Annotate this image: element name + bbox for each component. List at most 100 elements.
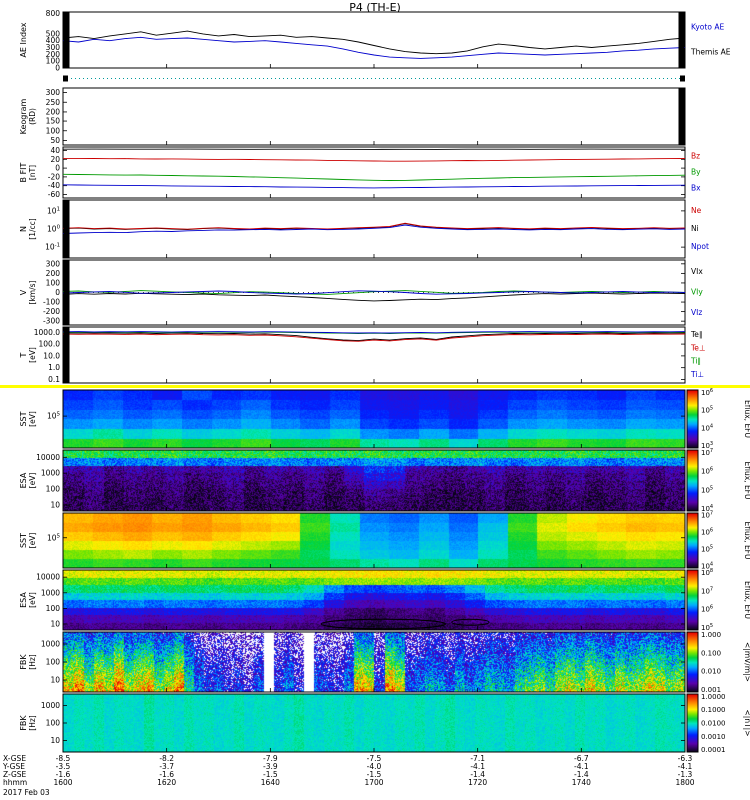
cb-title: <|mV/m|> (743, 642, 750, 682)
potential-contour (320, 618, 447, 630)
cb-tick-label: 0.0001 (701, 746, 726, 754)
ylabel-vel: V (19, 289, 28, 295)
y-tick-label: 105 (47, 533, 60, 542)
cb-tick-label: 0.0010 (701, 733, 726, 741)
y-tick-label: 100 (46, 719, 61, 728)
axis-value: -4.0 (367, 762, 382, 771)
y-tick-label: 10000 (36, 453, 60, 462)
axis-value: -6.7 (574, 754, 589, 763)
y-tick-label: -300 (43, 317, 60, 326)
axis-value: -1.5 (367, 770, 382, 779)
separator-line (0, 385, 750, 388)
panel-frame-esa_e (62, 569, 686, 631)
y-tick-label: 100 (47, 225, 61, 234)
y-tick-label: 10 (50, 500, 60, 509)
legend-vel-1: VIy (691, 288, 703, 297)
colorbar-frame (686, 512, 699, 569)
gap-bar (63, 327, 70, 383)
gap-bar (63, 12, 70, 68)
y-tick-label: 10 (50, 736, 60, 745)
cb-tick-label: 108 (701, 568, 713, 577)
date-label: 2017 Feb 03 (3, 788, 50, 797)
y-tick-label: 200 (46, 50, 61, 59)
y-tick-label: 800 (46, 9, 61, 18)
axis-value: -1.3 (678, 770, 693, 779)
y-tick-label: 300 (46, 43, 61, 52)
ylabel-sst_i: SST (19, 411, 28, 426)
cb-tick-label: 105 (701, 406, 713, 415)
cb-title: Eflux, EFU (743, 400, 750, 438)
cb-tick-label: 1.0000 (701, 693, 726, 701)
series-Bz (62, 157, 686, 162)
y-tick-label: 10-1 (45, 243, 60, 252)
yunit-sst_i: [eV] (28, 411, 37, 427)
axis-value: -8.5 (56, 754, 71, 763)
legend-ae-1: Themis AE (690, 48, 731, 57)
cb-tick-label: 104 (701, 561, 713, 570)
cb-tick-label: 106 (701, 467, 713, 476)
legend-ae-0: Kyoto AE (691, 22, 724, 31)
y-tick-label: 1000 (41, 469, 60, 478)
cb-tick-label: 0.010 (701, 668, 721, 676)
y-tick-label: 1000 (41, 701, 60, 710)
heatmap-fbk_e (63, 632, 685, 692)
series-Te∥ (62, 332, 686, 342)
y-tick-label: 1000.0 (34, 328, 60, 337)
colorbar-frame (686, 631, 699, 693)
cb-tick-label: 107 (701, 511, 713, 520)
cb-tick-label: 105 (701, 623, 713, 632)
heatmap-sst_i (63, 390, 685, 448)
cb-tick-label: 103 (701, 441, 713, 450)
y-tick-label: -60 (48, 190, 60, 199)
ylabel-fbk_e: FBK (19, 654, 28, 670)
legend-den-1: Ni (691, 224, 699, 233)
y-tick-label: 200 (46, 269, 61, 278)
y-tick-label: 100 (46, 485, 61, 494)
axis-value: -7.9 (263, 754, 278, 763)
ylabel-ae: AE Index (19, 22, 28, 57)
colorbar-frame (686, 569, 699, 631)
colorbar-frame (686, 389, 699, 449)
y-tick-label: 100 (46, 278, 61, 287)
axis-value: 1600 (53, 778, 72, 787)
panel-frame-fbk_e (62, 631, 686, 693)
yunit-vel: [km/s] (28, 280, 37, 304)
colorbar-fbk_b (687, 694, 698, 752)
ylabel-temp: T (19, 352, 28, 358)
panel-frame-keo (62, 87, 686, 146)
axis-value: -7.1 (470, 754, 485, 763)
y-tick-label: -100 (43, 298, 60, 307)
legend-vel-2: VIz (691, 308, 702, 317)
y-tick-label: 100 (46, 57, 61, 66)
series-VIz (62, 290, 686, 295)
axis-value: 1620 (157, 778, 176, 787)
panel-frame-sst_i (62, 389, 686, 449)
ylabel-sst_e: SST (19, 533, 28, 548)
y-tick-label: -200 (43, 307, 60, 316)
y-tick-label: 105 (47, 412, 60, 421)
y-tick-label: 20 (50, 155, 60, 164)
gap-bar (680, 75, 685, 82)
colorbar-fbk_e (687, 632, 698, 692)
ylabel-bfit: B FIT (19, 162, 28, 182)
series-Te⊥ (62, 333, 686, 342)
yunit-keo: (RD) (28, 108, 37, 125)
yunit-fbk_b: [Hz] (28, 715, 37, 731)
cb-tick-label: 105 (701, 544, 713, 553)
ylabel-den: N (19, 226, 28, 232)
gap-bar (63, 200, 70, 258)
series-Ne (62, 222, 686, 230)
panel-frame-ae (62, 11, 686, 69)
panel-frame-esa_i (62, 449, 686, 512)
y-tick-label: 10 (50, 620, 60, 629)
y-tick-label: -40 (48, 181, 60, 190)
series-Npot (62, 224, 686, 234)
axis-value: -1.4 (470, 770, 485, 779)
axis-value: -1.5 (263, 770, 278, 779)
y-tick-label: 100 (46, 658, 61, 667)
cb-tick-label: 106 (701, 605, 713, 614)
axis-value: -1.6 (159, 770, 174, 779)
series-Bx (62, 184, 686, 189)
